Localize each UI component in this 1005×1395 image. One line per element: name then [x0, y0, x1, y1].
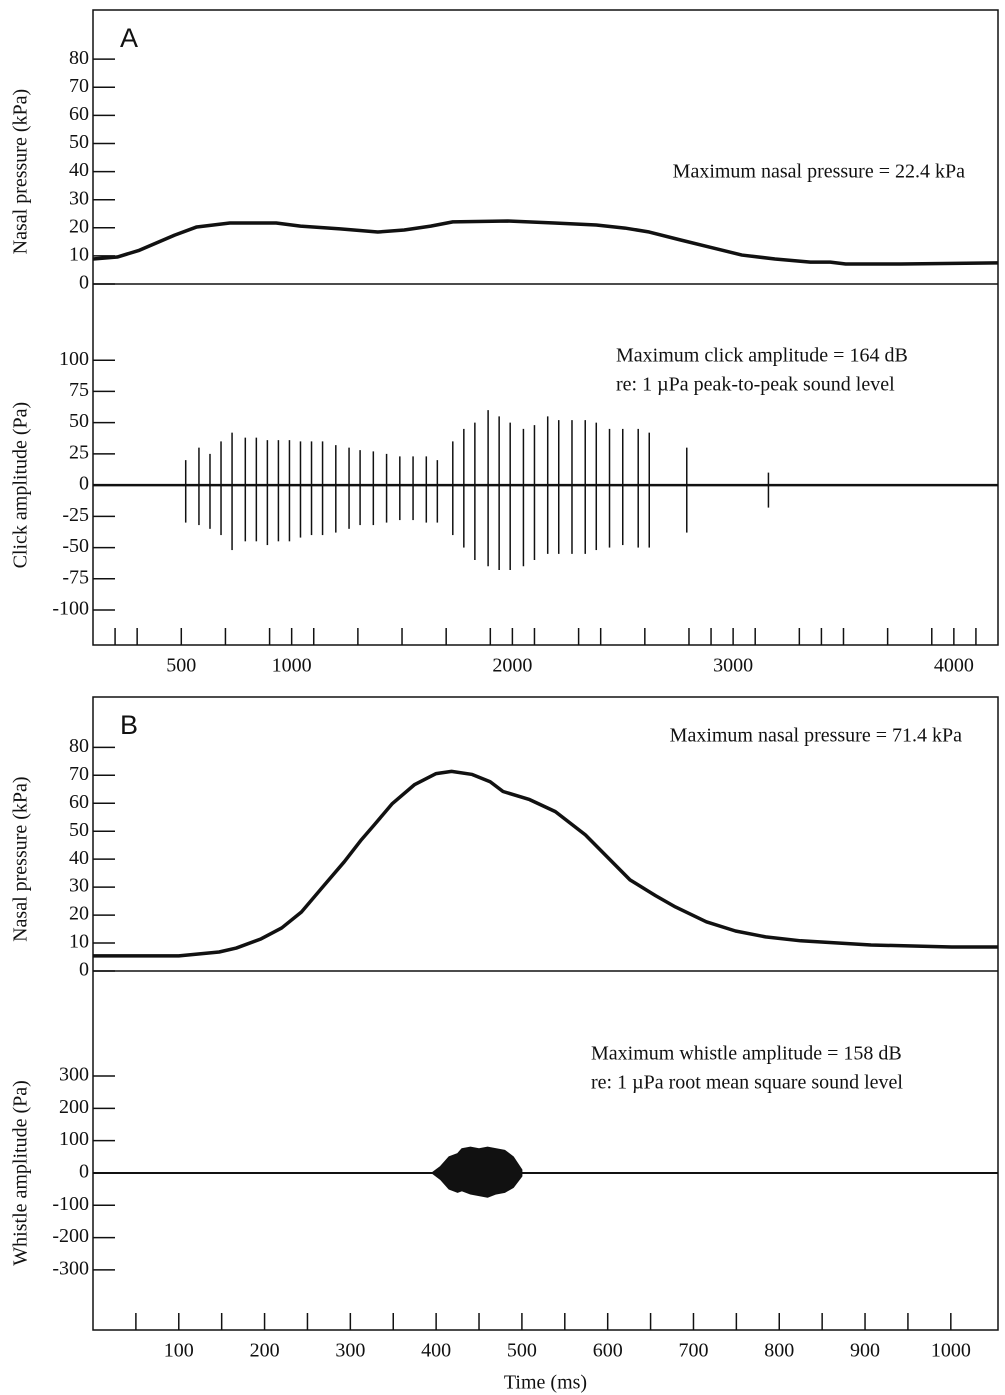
- annotation: Maximum nasal pressure = 71.4 kPa: [670, 725, 962, 747]
- x-tick-label: 500: [507, 1340, 537, 1362]
- y-tick-label: -25: [62, 504, 89, 526]
- x-tick-label: 4000: [934, 655, 974, 677]
- x-tick-label: 700: [678, 1340, 708, 1362]
- y-tick-label: 0: [79, 272, 89, 294]
- y-tick-label: 100: [59, 1128, 89, 1150]
- y-tick-label: -50: [62, 535, 89, 557]
- x-tick-label: 1000: [931, 1340, 971, 1362]
- x-tick-label: 300: [335, 1340, 365, 1362]
- y-tick-label: 25: [69, 441, 89, 463]
- panel-label: A: [120, 23, 138, 53]
- panel-label: B: [120, 710, 138, 740]
- y-tick-label: -100: [52, 598, 89, 620]
- y-tick-label: 20: [69, 215, 89, 237]
- y-axis-label: Nasal pressure (kPa): [10, 89, 32, 255]
- whistle-envelope: [430, 1146, 523, 1174]
- y-tick-label: 75: [69, 379, 89, 401]
- y-tick-label: -100: [52, 1193, 89, 1215]
- annotation: Maximum click amplitude = 164 dB: [616, 345, 908, 367]
- x-tick-label: 3000: [713, 655, 753, 677]
- x-tick-label: 1000: [272, 655, 312, 677]
- y-tick-label: 0: [79, 1161, 89, 1183]
- x-tick-label: 400: [421, 1340, 451, 1362]
- x-tick-label: 900: [850, 1340, 880, 1362]
- y-tick-label: 200: [59, 1096, 89, 1118]
- y-tick-label: 40: [69, 847, 89, 869]
- y-axis-label: Click amplitude (Pa): [10, 402, 32, 569]
- y-tick-label: 20: [69, 903, 89, 925]
- y-tick-label: 30: [69, 187, 89, 209]
- y-tick-label: 10: [69, 931, 89, 953]
- y-axis-label: Nasal pressure (kPa): [10, 776, 32, 942]
- y-tick-label: 40: [69, 159, 89, 181]
- y-tick-label: 0: [79, 959, 89, 981]
- x-tick-label: 600: [593, 1340, 623, 1362]
- y-tick-label: 300: [59, 1064, 89, 1086]
- y-tick-label: 80: [69, 735, 89, 757]
- x-tick-label: 100: [164, 1340, 194, 1362]
- y-tick-label: -200: [52, 1225, 89, 1247]
- pressure-line: [93, 769, 998, 958]
- y-tick-label: 50: [69, 410, 89, 432]
- y-tick-label: 30: [69, 875, 89, 897]
- y-tick-label: -300: [52, 1257, 89, 1279]
- annotation: Maximum nasal pressure = 22.4 kPa: [673, 161, 965, 183]
- annotation: Maximum whistle amplitude = 158 dB: [591, 1043, 902, 1065]
- x-tick-label: 2000: [492, 655, 532, 677]
- x-axis-label: Time (ms): [504, 1372, 587, 1394]
- y-tick-label: 70: [69, 763, 89, 785]
- pressure-line: [92, 219, 999, 266]
- y-tick-label: 60: [69, 791, 89, 813]
- y-tick-label: 10: [69, 243, 89, 265]
- x-tick-label: 800: [764, 1340, 794, 1362]
- y-tick-label: 0: [79, 473, 89, 495]
- annotation: re: 1 µPa root mean square sound level: [591, 1072, 903, 1094]
- y-tick-label: 70: [69, 75, 89, 97]
- y-tick-label: 100: [59, 348, 89, 370]
- x-tick-label: 200: [250, 1340, 280, 1362]
- y-axis-label: Whistle amplitude (Pa): [10, 1080, 32, 1266]
- y-tick-label: 50: [69, 131, 89, 153]
- y-tick-label: 60: [69, 103, 89, 125]
- y-tick-label: -75: [62, 566, 89, 588]
- panel-frame: [92, 696, 999, 1331]
- y-tick-label: 80: [69, 47, 89, 69]
- x-tick-label: 500: [166, 655, 196, 677]
- annotation: re: 1 µPa peak-to-peak sound level: [616, 374, 895, 396]
- y-tick-label: 50: [69, 819, 89, 841]
- panel-frame: [92, 9, 999, 646]
- whistle-envelope: [430, 1172, 523, 1198]
